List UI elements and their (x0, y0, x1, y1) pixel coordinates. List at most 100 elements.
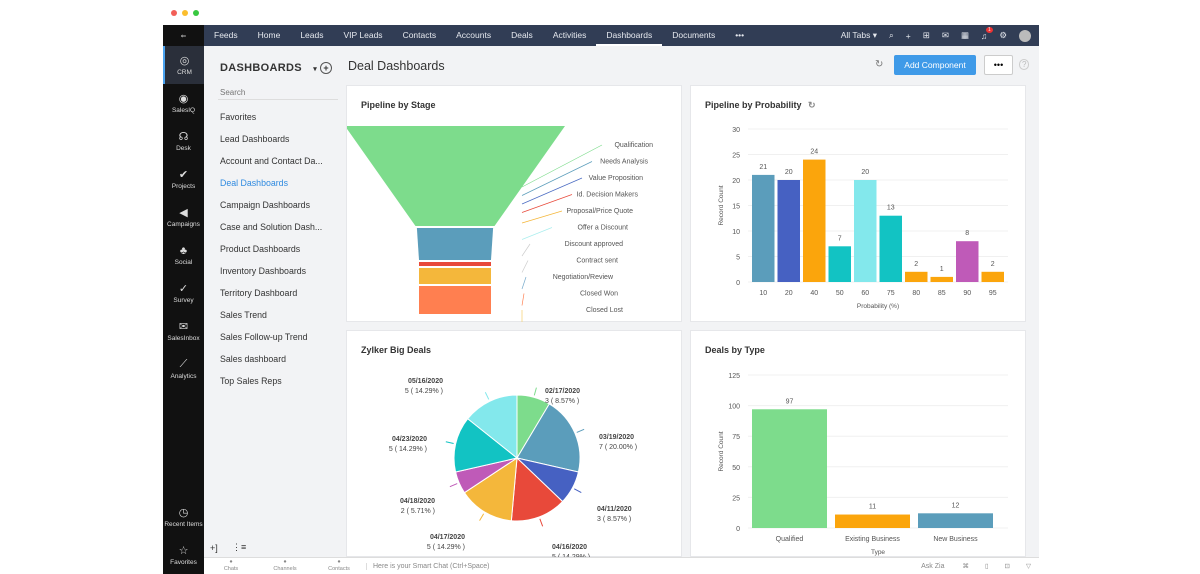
bottom-chats[interactable]: ● Chats (223, 559, 239, 572)
crm-app: ⇐ ◎ CRM ◉ SalesIQ ☊ Desk ✔ Projects ◀ Campaigns ♣ S… (163, 25, 1039, 574)
calendar-icon[interactable]: ▦ (960, 30, 969, 40)
sidebar-item[interactable]: Top Sales Reps (220, 376, 282, 386)
sidebar-item[interactable]: Inventory Dashboards (220, 266, 307, 276)
rail-item-label: Analytics (170, 373, 197, 380)
avatar[interactable] (1019, 29, 1031, 42)
funnel-segment (419, 286, 491, 314)
refresh-icon[interactable]: ↻ (808, 100, 816, 110)
pie-slice (510, 456, 564, 522)
data-label: 12 (952, 502, 960, 509)
tab-activities[interactable]: Activities (552, 30, 587, 40)
rail-item-crm[interactable]: ◎ CRM (163, 46, 204, 84)
rail-item-analytics[interactable]: ⟋ Analytics (163, 350, 204, 388)
y-tick-label: 5 (736, 255, 740, 262)
pie-slice (516, 403, 581, 473)
search-icon[interactable]: ⌕ (888, 30, 894, 40)
rail-item-survey[interactable]: ✓ Survey (163, 274, 204, 312)
sidebar-item[interactable]: Campaign Dashboards (220, 200, 310, 210)
help-icon[interactable]: ? (1019, 59, 1030, 70)
sidebar-item[interactable]: Favorites (220, 112, 257, 122)
bell-icon[interactable]: ♫ 1 (981, 26, 993, 41)
bar (918, 513, 993, 528)
rail-item-salesinbox[interactable]: ✉ SalesInbox (163, 312, 204, 350)
sidebar-item[interactable]: Sales dashboard (220, 354, 287, 364)
notes-icon[interactable]: ▽ (1026, 563, 1031, 570)
tab-deals[interactable]: Deals (511, 30, 533, 40)
smart-chat-input[interactable]: Here is your Smart Chat (Ctrl+Space) (366, 562, 911, 570)
sidebar-item[interactable]: Account and Contact Da... (220, 156, 323, 166)
funnel-leader-line (521, 293, 525, 306)
sidebar-title: DASHBOARDS (220, 62, 302, 74)
funnel-leader-line (521, 161, 593, 196)
pie-label-value: 5 ( 14.29% ) (552, 554, 590, 558)
ask-zia-button[interactable]: Ask Zia (921, 562, 945, 570)
mail-icon[interactable]: ✉ (941, 30, 949, 40)
sidebar-item[interactable]: Sales Trend (220, 310, 267, 320)
list-order-icon[interactable]: ⋮≡ (232, 542, 247, 552)
rail-item-desk[interactable]: ☊ Desk (163, 122, 204, 160)
download-icon[interactable]: ⊡ (1004, 563, 1010, 570)
sidebar-item[interactable]: Sales Follow-up Trend (220, 332, 308, 342)
tab-accounts[interactable]: Accounts (456, 30, 492, 40)
tab-documents[interactable]: Documents (672, 30, 716, 40)
sidebar-item[interactable]: Deal Dashboards (220, 178, 288, 188)
rail-item-campaigns[interactable]: ◀ Campaigns (163, 198, 204, 236)
rail-item-recent-items[interactable]: ◷ Recent Items (163, 498, 204, 536)
window-dot[interactable] (182, 10, 188, 16)
bottom-channels[interactable]: ● Channels (273, 559, 297, 572)
collapse-icon[interactable]: +] (210, 543, 218, 553)
y-tick-label: 0 (736, 526, 740, 533)
rail-item-projects[interactable]: ✔ Projects (163, 160, 204, 198)
add-component-button[interactable]: Add Component (894, 55, 976, 75)
bar (956, 241, 979, 282)
tab-contacts[interactable]: Contacts (402, 30, 437, 40)
tab-vip-leads[interactable]: VIP Leads (343, 30, 383, 40)
pie-leader-line (484, 392, 490, 400)
gear-icon[interactable]: ⚙ (999, 30, 1007, 40)
tab-feeds[interactable]: Feeds (214, 30, 238, 40)
pie-leader-line (445, 441, 454, 445)
x-tick-label: Existing Business (845, 536, 900, 543)
more-options-button[interactable]: ••• (984, 55, 1013, 75)
funnel-segment (419, 262, 491, 266)
x-tick-label: 50 (836, 290, 844, 297)
rail-menu-button[interactable]: ⇐ (163, 25, 204, 46)
x-tick-label: New Business (933, 536, 978, 543)
document-icon[interactable]: ▯ (984, 563, 989, 570)
window-controls (171, 10, 199, 16)
bottom-item-label: Contacts (328, 566, 350, 572)
tab-home[interactable]: Home (257, 30, 281, 40)
y-tick-label: 20 (732, 178, 740, 185)
rail-item-favorites[interactable]: ☆ Favorites (163, 536, 204, 574)
rail-item-salesiq[interactable]: ◉ SalesIQ (163, 84, 204, 122)
refresh-icon[interactable]: ↻ (875, 59, 884, 70)
pie-label-date: 04/11/2020 (597, 506, 632, 513)
sidebar-item[interactable]: Product Dashboards (220, 244, 301, 254)
gamepad-icon[interactable]: ⊞ (922, 30, 930, 40)
window-dot[interactable] (171, 10, 177, 16)
tab--[interactable]: ••• (735, 30, 745, 40)
data-label: 2 (991, 261, 995, 268)
deals-by-type-card: Deals by Type 0 25 50 75 100 125 97 Qualified 11 E… (690, 330, 1026, 557)
rail-item-social[interactable]: ♣ Social (163, 236, 204, 274)
bottom-contacts[interactable]: ● Contacts (328, 559, 350, 572)
sidebar-item[interactable]: Case and Solution Dash... (220, 222, 323, 232)
add-dashboard-icon[interactable]: + (320, 62, 332, 74)
tab-dashboards[interactable]: Dashboards (596, 25, 663, 46)
y-tick-label: 75 (732, 434, 740, 441)
pie-label-value: 2 ( 5.71% ) (401, 508, 435, 515)
pie-label-value: 5 ( 14.29% ) (389, 446, 427, 453)
plus-icon[interactable]: + (905, 30, 911, 41)
sidebar-item[interactable]: Territory Dashboard (220, 288, 298, 298)
all-tabs-dropdown[interactable]: All Tabs ▾ (840, 30, 877, 40)
sidebar-item[interactable]: Lead Dashboards (220, 134, 290, 144)
pie-leader-line (574, 488, 582, 494)
dropdown-icon[interactable]: ▾ (313, 66, 318, 73)
zia-icon[interactable]: ⌘ (962, 563, 969, 570)
funnel-segment (416, 228, 494, 260)
window-dot[interactable] (193, 10, 199, 16)
tab-leads[interactable]: Leads (300, 30, 324, 40)
sidebar-search-input[interactable] (218, 86, 338, 100)
salesinbox-icon: ✉ (178, 321, 189, 333)
x-tick-label: 80 (912, 290, 920, 297)
